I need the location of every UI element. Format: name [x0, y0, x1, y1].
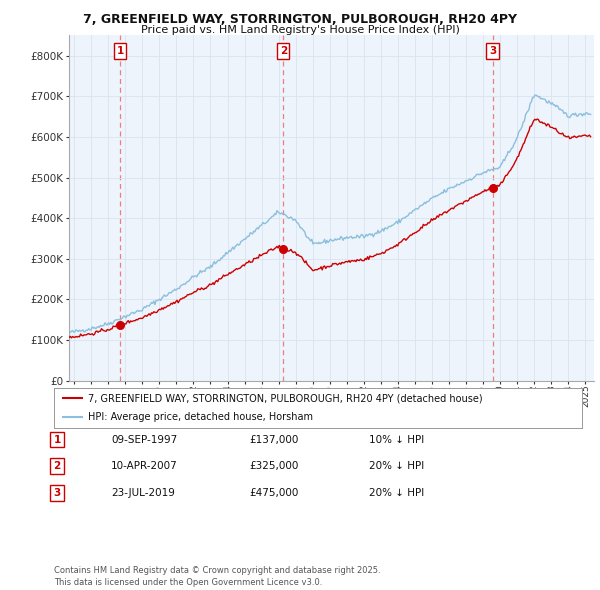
Text: 20% ↓ HPI: 20% ↓ HPI	[369, 488, 424, 497]
Text: 20% ↓ HPI: 20% ↓ HPI	[369, 461, 424, 471]
Text: 3: 3	[489, 46, 496, 56]
Text: £137,000: £137,000	[249, 435, 298, 444]
Text: 3: 3	[53, 488, 61, 497]
Text: 2: 2	[53, 461, 61, 471]
Text: 7, GREENFIELD WAY, STORRINGTON, PULBOROUGH, RH20 4PY (detached house): 7, GREENFIELD WAY, STORRINGTON, PULBOROU…	[88, 394, 483, 404]
Text: £475,000: £475,000	[249, 488, 298, 497]
Text: £325,000: £325,000	[249, 461, 298, 471]
Text: Contains HM Land Registry data © Crown copyright and database right 2025.
This d: Contains HM Land Registry data © Crown c…	[54, 566, 380, 587]
Text: 7, GREENFIELD WAY, STORRINGTON, PULBOROUGH, RH20 4PY: 7, GREENFIELD WAY, STORRINGTON, PULBOROU…	[83, 13, 517, 26]
Text: 1: 1	[53, 435, 61, 444]
Text: 09-SEP-1997: 09-SEP-1997	[111, 435, 177, 444]
Text: 1: 1	[116, 46, 124, 56]
Text: 10-APR-2007: 10-APR-2007	[111, 461, 178, 471]
Text: 2: 2	[280, 46, 287, 56]
Text: 10% ↓ HPI: 10% ↓ HPI	[369, 435, 424, 444]
Text: HPI: Average price, detached house, Horsham: HPI: Average price, detached house, Hors…	[88, 412, 313, 422]
Text: 23-JUL-2019: 23-JUL-2019	[111, 488, 175, 497]
Text: Price paid vs. HM Land Registry's House Price Index (HPI): Price paid vs. HM Land Registry's House …	[140, 25, 460, 35]
